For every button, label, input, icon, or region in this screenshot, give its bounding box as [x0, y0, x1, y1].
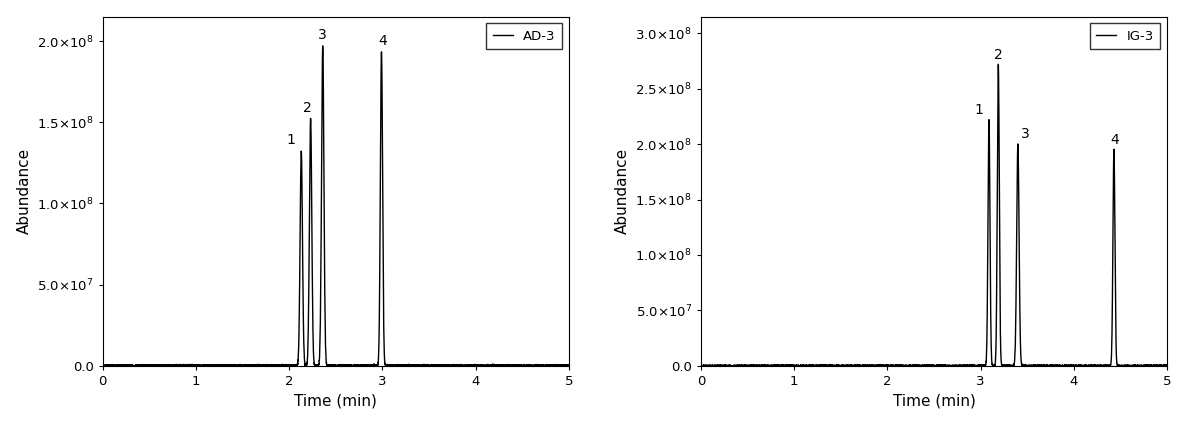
Text: 3: 3 — [1020, 128, 1030, 142]
X-axis label: Time (min): Time (min) — [295, 393, 378, 408]
Y-axis label: Abundance: Abundance — [17, 148, 32, 234]
Text: 4: 4 — [378, 34, 387, 48]
Text: 4: 4 — [1111, 133, 1119, 147]
X-axis label: Time (min): Time (min) — [892, 393, 975, 408]
Text: 2: 2 — [303, 101, 311, 115]
Legend: AD-3: AD-3 — [486, 23, 562, 49]
Text: 1: 1 — [974, 103, 984, 117]
Text: 1: 1 — [286, 133, 296, 147]
Text: 3: 3 — [318, 28, 327, 42]
Text: 2: 2 — [994, 48, 1003, 62]
Legend: IG-3: IG-3 — [1089, 23, 1161, 49]
Y-axis label: Abundance: Abundance — [615, 148, 630, 234]
